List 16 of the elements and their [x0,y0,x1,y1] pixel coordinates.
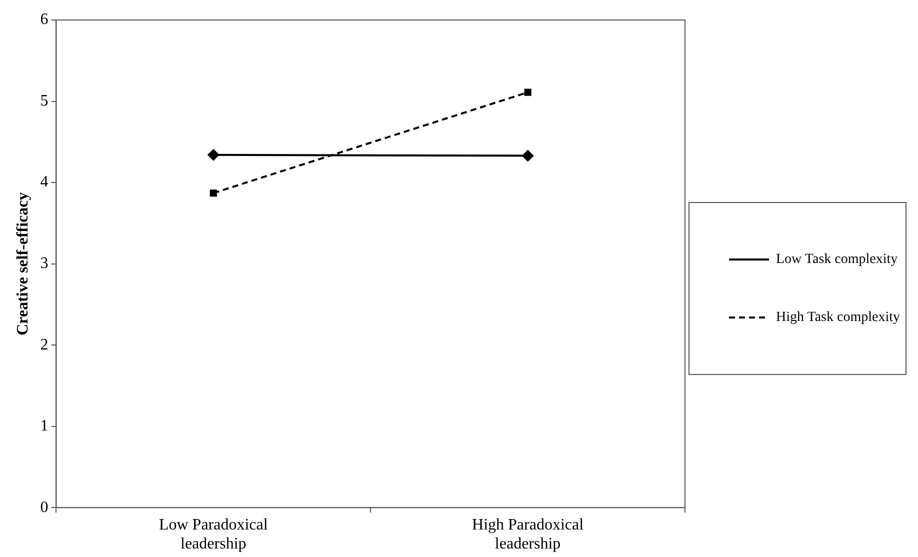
y-tick-label: 2 [40,336,48,354]
y-tick-label: 5 [40,92,48,110]
y-tick-label: 6 [40,11,48,28]
legend-label: Low Task complexity [776,252,898,268]
y-tick-label: 4 [40,174,48,191]
x-tick-label: High Paradoxical leadership [472,516,584,553]
point [522,150,534,162]
point [524,88,532,96]
point [207,148,220,161]
y-tick-label: 0 [40,498,48,516]
y-tick-label: 1 [40,418,48,435]
point [210,190,217,197]
y-axis-title: Creative self-efficacy [14,192,32,336]
x-tick-label: Low Paradoxical leadership [158,516,268,553]
legend-label: High Task complexity [776,310,900,326]
y-tick-label: 3 [40,255,48,272]
